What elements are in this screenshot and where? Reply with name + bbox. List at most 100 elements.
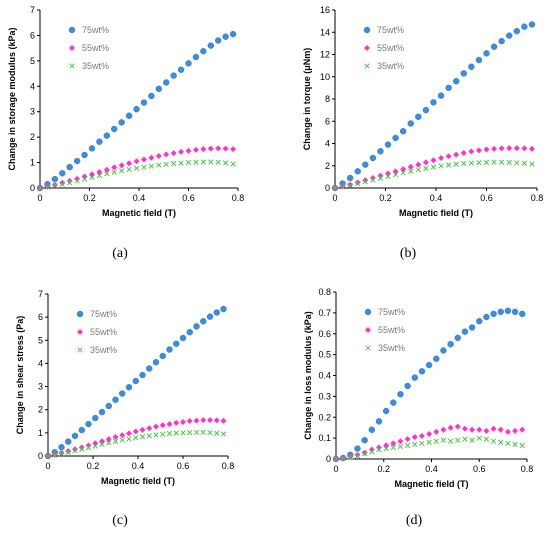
data-point bbox=[185, 159, 192, 166]
data-point bbox=[361, 437, 368, 444]
data-point bbox=[433, 355, 440, 363]
data-point bbox=[433, 428, 440, 435]
data-point bbox=[399, 128, 407, 135]
data-point bbox=[66, 163, 73, 171]
data-point bbox=[126, 430, 132, 437]
data-point bbox=[433, 438, 439, 444]
y-tick-label: 0.3 bbox=[318, 391, 331, 401]
data-point bbox=[126, 166, 132, 173]
data-point bbox=[153, 423, 159, 430]
legend-label: 55wt% bbox=[82, 43, 109, 53]
data-point bbox=[148, 154, 155, 161]
data-point bbox=[173, 340, 180, 347]
data-point bbox=[383, 442, 390, 449]
caption-c: (c) bbox=[112, 513, 128, 528]
data-point bbox=[45, 453, 51, 459]
data-point bbox=[99, 438, 105, 445]
data-point bbox=[92, 443, 98, 449]
data-point bbox=[361, 451, 368, 457]
data-point bbox=[362, 179, 368, 185]
data-point bbox=[407, 163, 414, 170]
data-point bbox=[513, 27, 521, 35]
legend-label: 35wt% bbox=[82, 61, 109, 71]
data-point bbox=[519, 442, 525, 449]
data-point bbox=[332, 185, 338, 191]
data-point bbox=[369, 174, 376, 181]
data-point bbox=[506, 145, 513, 152]
data-point bbox=[425, 361, 433, 369]
data-point bbox=[159, 352, 166, 360]
data-point bbox=[476, 318, 483, 325]
data-point bbox=[505, 440, 511, 446]
data-point bbox=[139, 434, 146, 440]
data-point bbox=[44, 184, 51, 190]
data-point bbox=[440, 426, 447, 433]
data-point bbox=[148, 163, 155, 169]
data-point bbox=[521, 145, 528, 152]
data-point bbox=[51, 175, 59, 183]
data-point bbox=[126, 436, 132, 442]
data-point bbox=[229, 30, 237, 38]
y-tick-label: 6 bbox=[38, 312, 43, 322]
y-tick-label: 5 bbox=[38, 335, 43, 345]
data-point bbox=[200, 159, 207, 165]
data-point bbox=[58, 451, 65, 457]
data-point bbox=[483, 50, 490, 57]
data-point bbox=[37, 185, 43, 191]
y-tick-label: 7 bbox=[30, 5, 35, 15]
x-tick-label: 0.2 bbox=[87, 461, 100, 471]
x-tick-label: 0.8 bbox=[222, 461, 235, 471]
data-point bbox=[453, 161, 459, 167]
data-point bbox=[418, 368, 426, 375]
y-tick-label: 4 bbox=[38, 358, 43, 368]
data-point bbox=[519, 310, 526, 318]
data-point bbox=[52, 452, 58, 458]
data-point bbox=[180, 418, 186, 425]
data-point bbox=[65, 449, 71, 455]
y-tick-label: 5 bbox=[30, 56, 35, 66]
data-point bbox=[112, 396, 119, 403]
data-point bbox=[454, 334, 461, 342]
x-tick-label: 0.6 bbox=[480, 193, 493, 203]
data-point bbox=[51, 181, 58, 188]
data-point bbox=[418, 433, 425, 440]
data-point bbox=[193, 429, 200, 436]
data-point bbox=[375, 418, 383, 425]
data-point bbox=[99, 441, 105, 448]
data-point bbox=[362, 177, 369, 184]
data-point bbox=[192, 146, 199, 153]
series-55wtpct bbox=[332, 145, 535, 191]
data-point bbox=[397, 443, 404, 450]
data-point bbox=[96, 172, 103, 179]
data-point bbox=[506, 32, 513, 39]
data-point bbox=[491, 145, 498, 152]
data-point bbox=[185, 147, 192, 154]
data-point bbox=[469, 437, 475, 443]
data-point bbox=[397, 391, 404, 398]
data-point bbox=[230, 161, 236, 167]
data-point bbox=[156, 162, 162, 168]
data-point bbox=[220, 305, 227, 313]
data-point bbox=[377, 175, 384, 181]
data-point bbox=[460, 149, 467, 156]
data-point bbox=[346, 174, 354, 182]
data-point bbox=[179, 334, 187, 342]
x-tick-label: 0.4 bbox=[132, 461, 145, 471]
data-point bbox=[200, 47, 207, 55]
data-point bbox=[193, 323, 200, 330]
chart-panel-b: 0 2 4 6 8 10 12 14 16 0 0.2 0.4 0.6 0.8 Magnetic field… bbox=[285, 0, 550, 225]
data-point bbox=[468, 324, 476, 331]
data-point bbox=[411, 434, 418, 441]
data-point bbox=[88, 171, 95, 178]
data-point bbox=[354, 168, 361, 175]
data-point bbox=[152, 359, 160, 366]
legend-label: 35wt% bbox=[90, 345, 117, 355]
data-point bbox=[362, 161, 369, 168]
data-point bbox=[392, 171, 399, 178]
data-point bbox=[390, 440, 397, 447]
legend-label: 35wt% bbox=[378, 343, 405, 353]
data-point bbox=[215, 159, 221, 165]
y-tick-label: 16 bbox=[320, 5, 330, 15]
data-point bbox=[412, 441, 418, 448]
x-tick-label: 0.8 bbox=[521, 464, 534, 474]
